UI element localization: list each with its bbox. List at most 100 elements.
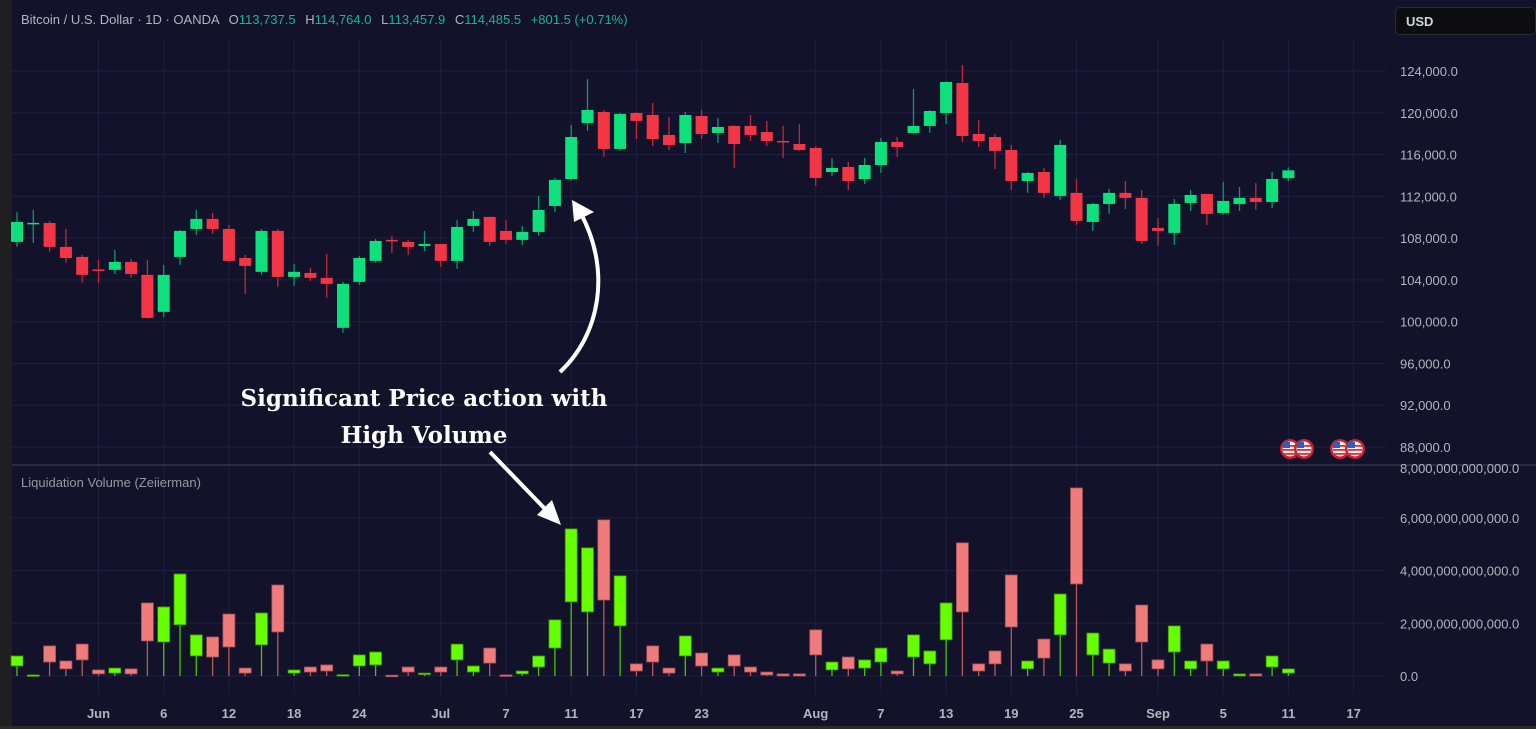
volume-bar — [206, 636, 220, 676]
candle-body — [76, 256, 89, 275]
candle-body — [842, 166, 855, 181]
volume-bar — [1119, 663, 1132, 676]
volume-bar — [1004, 574, 1018, 676]
volume-bar-body — [744, 666, 757, 673]
symbol-name[interactable]: Bitcoin / U.S. Dollar · 1D · OANDA — [21, 12, 219, 27]
candle-body — [320, 277, 333, 284]
candle-body — [190, 218, 203, 229]
volume-bar — [369, 651, 383, 676]
volume-bar — [499, 674, 513, 677]
candle — [972, 119, 985, 147]
candle-body — [760, 131, 773, 141]
candle — [1184, 189, 1197, 211]
candle-body — [972, 133, 985, 141]
volume-bar-body — [418, 672, 431, 675]
volume-bar-body — [157, 606, 171, 643]
candle-body — [532, 209, 545, 232]
volume-bar — [352, 654, 366, 676]
candle-body — [809, 147, 822, 178]
candle-body — [1054, 144, 1067, 196]
volume-bar — [238, 667, 252, 676]
currency-button[interactable]: USD — [1395, 7, 1536, 35]
volume-bar — [1086, 632, 1100, 676]
volume-bar-body — [173, 573, 187, 626]
candle-body — [646, 114, 659, 139]
left-toolbar-edge — [0, 0, 12, 729]
us-flag-event-icon[interactable] — [1280, 439, 1300, 459]
volume-bar-body — [988, 650, 1002, 665]
candle — [874, 137, 887, 173]
volume-bar — [1053, 593, 1067, 676]
candle-body — [548, 179, 561, 206]
candle-body — [467, 218, 480, 226]
candle — [141, 259, 154, 319]
candle-body — [369, 240, 382, 261]
volume-bar-body — [1200, 643, 1214, 662]
volume-bar — [858, 659, 871, 676]
candle — [255, 228, 268, 275]
volume-bar — [466, 665, 480, 676]
candle-body — [1266, 178, 1279, 202]
candle-body — [337, 283, 349, 328]
volume-bar-body — [59, 660, 73, 670]
volume-bar-body — [662, 667, 676, 674]
volume-bar — [776, 673, 790, 677]
volume-bar — [157, 606, 171, 676]
volume-bar-body — [630, 663, 643, 672]
price-tick-label: 92,000.0 — [1400, 398, 1451, 413]
volume-bar — [320, 664, 334, 676]
date-tick-label: 19 — [1004, 706, 1018, 721]
volume-bar-body — [874, 647, 888, 663]
volume-bar-body — [597, 519, 611, 601]
volume-bar-body — [1216, 660, 1230, 670]
candle — [548, 177, 561, 212]
date-tick-label: 12 — [222, 706, 236, 721]
volume-bar — [222, 613, 236, 676]
volume-bar — [303, 666, 317, 676]
candle — [842, 161, 855, 190]
candle-body — [1249, 197, 1262, 202]
candle-body — [907, 125, 920, 133]
volume-bar — [597, 519, 611, 676]
us-flag-event-icon[interactable] — [1330, 439, 1350, 459]
candle — [11, 211, 23, 247]
volume-bar-body — [776, 673, 790, 677]
volume-bar-body — [1233, 673, 1246, 677]
us-flag-event-icon[interactable] — [1294, 439, 1314, 459]
annotation-line-1: Significant Price action with — [240, 385, 608, 412]
volume-bar-body — [92, 669, 105, 675]
candle — [989, 133, 1001, 169]
candle-body — [1070, 192, 1083, 221]
volume-bar-body — [1282, 668, 1295, 674]
candle-body — [874, 141, 887, 165]
volume-bar-body — [271, 584, 285, 633]
volume-bar — [890, 670, 904, 676]
candle-body — [630, 112, 643, 121]
volume-bar-body — [841, 656, 855, 670]
volume-bar-body — [515, 670, 529, 675]
price-tick-label: 108,000.0 — [1400, 231, 1458, 246]
volume-bar — [1151, 659, 1165, 676]
volume-bar-body — [450, 643, 464, 661]
candle — [760, 120, 773, 146]
us-flag-event-icon[interactable] — [1345, 439, 1365, 459]
volume-bar — [532, 655, 545, 676]
volume-bar — [809, 629, 823, 676]
volume-bar-body — [222, 613, 236, 648]
volume-bar-body — [1119, 663, 1132, 672]
annotation-line-2: High Volume — [340, 422, 508, 449]
candle — [76, 254, 89, 283]
candle-body — [581, 109, 594, 124]
candle-body — [1184, 194, 1197, 203]
candle — [1054, 139, 1067, 200]
volume-tick-label: 2,000,000,000,000.0 — [1400, 616, 1519, 631]
candle-body — [385, 239, 398, 242]
indicator-title[interactable]: Liquidation Volume (Zeiierman) — [21, 475, 201, 490]
volume-bar-body — [369, 651, 383, 666]
price-tick-label: 112,000.0 — [1400, 189, 1457, 204]
volume-bar — [972, 663, 986, 676]
volume-bar-body — [1102, 648, 1116, 664]
candle — [744, 114, 757, 141]
volume-bar — [646, 645, 660, 676]
